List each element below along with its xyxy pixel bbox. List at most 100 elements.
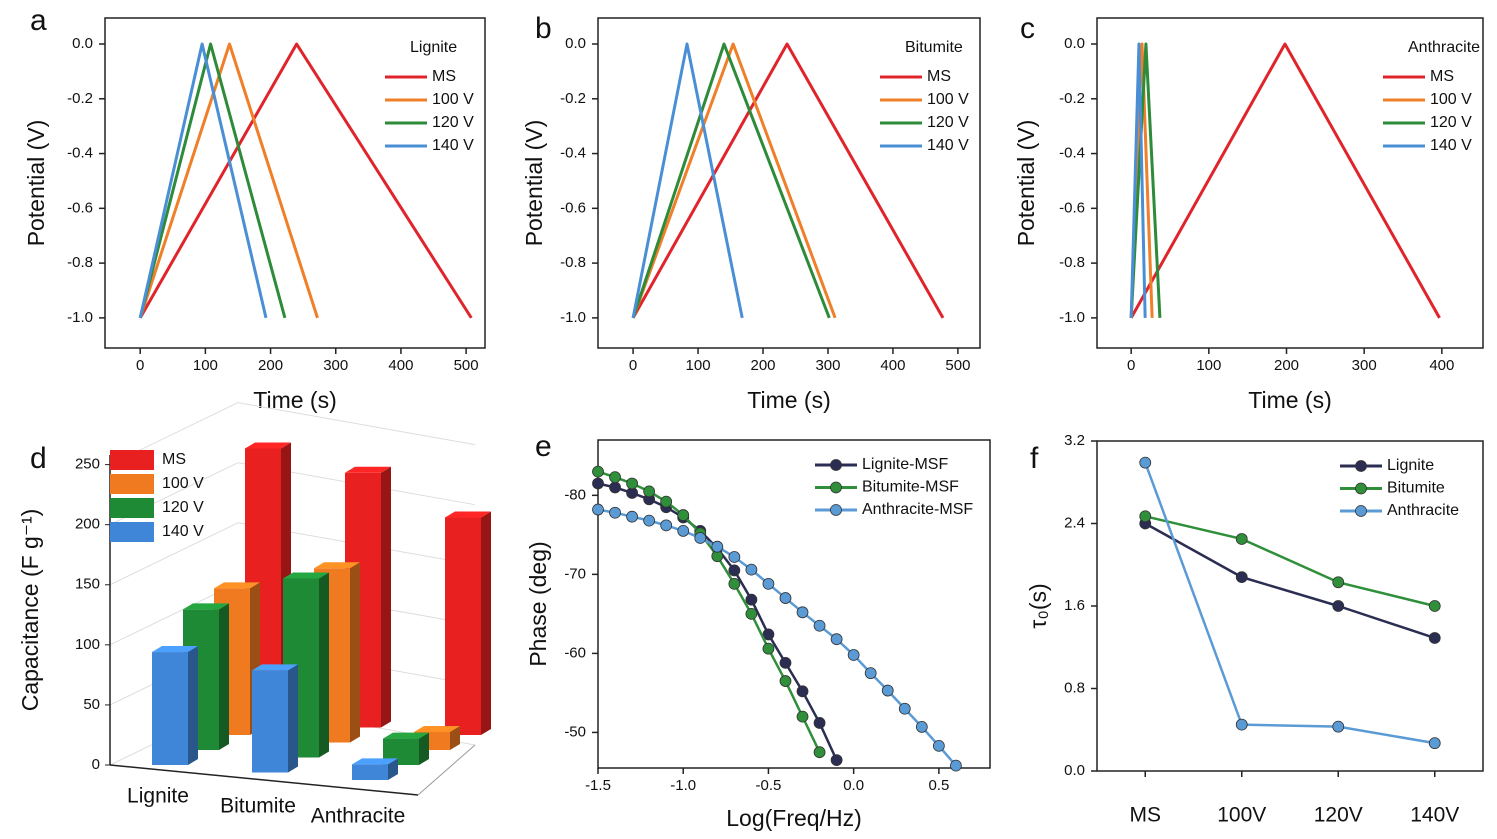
y-axis-label: Capacitance (F g⁻¹) [17, 509, 43, 712]
x-tick-label: -0.5 [756, 777, 782, 794]
legend-label: Bitumite-MSF [862, 479, 959, 496]
legend-label: 100 V [432, 91, 474, 108]
y-tick-label: -70 [564, 565, 586, 582]
series-marker [1428, 632, 1441, 644]
bar-side [288, 664, 298, 773]
series-marker [1235, 533, 1248, 545]
series-marker [609, 506, 621, 519]
y-tick-label: -0.6 [560, 199, 586, 216]
bar-side [381, 466, 391, 728]
series-marker [1428, 600, 1441, 612]
legend-marker [1355, 505, 1367, 517]
x-tick-label: 200 [750, 357, 775, 374]
series-marker [660, 495, 673, 508]
x-tick-label: MS [1130, 804, 1162, 827]
legend-label: 100 V [162, 475, 204, 492]
x-tick-label: 0 [1127, 357, 1135, 374]
series-line [1144, 462, 1435, 745]
y-tick-label: -60 [564, 644, 586, 661]
series-line [138, 42, 268, 319]
y-tick-label: -50 [564, 723, 586, 740]
x-tick-label: 200 [258, 357, 283, 374]
series-marker [813, 717, 826, 729]
series-marker [932, 739, 945, 752]
series-marker [694, 532, 707, 544]
y-tick-label: 250 [75, 456, 100, 473]
series-line [1144, 522, 1436, 640]
y-tick-label: -1.0 [560, 309, 586, 326]
series-marker [592, 503, 604, 516]
legend-marker [830, 481, 842, 494]
series-marker [643, 514, 656, 527]
y-tick-label: -0.6 [1059, 199, 1085, 216]
axis-line [417, 744, 476, 796]
plot-frame [597, 17, 981, 349]
y-tick-label: -0.8 [1059, 254, 1085, 271]
bar [152, 646, 198, 765]
series-marker [762, 577, 775, 590]
legend-label: 140 V [1430, 137, 1472, 154]
x-tick-label: 400 [880, 357, 905, 374]
y-tick-label: 0.0 [1064, 762, 1085, 779]
series-marker [643, 485, 656, 498]
bar-top [183, 603, 229, 610]
series-marker [626, 510, 638, 523]
x-tick-label: 120V [1314, 804, 1363, 827]
plot-frame [597, 439, 991, 769]
y-tick-label: 0.0 [72, 35, 93, 52]
y-tick-label: -80 [564, 486, 586, 503]
legend-marker [830, 459, 842, 471]
legend-label: MS [927, 68, 951, 85]
bar-side [319, 572, 329, 758]
x-tick-label: 400 [388, 357, 413, 374]
y-tick-label: -0.2 [67, 90, 93, 107]
x-tick-label: 100 [1196, 357, 1221, 374]
x-tick-label: Bitumite [220, 795, 296, 818]
bar-top [314, 562, 360, 569]
series-marker [609, 471, 621, 484]
y-tick-label: -1.0 [1059, 309, 1085, 326]
series-marker [915, 721, 928, 733]
bar-side [388, 758, 398, 780]
y-tick-label: -0.8 [67, 254, 93, 271]
series-marker [609, 481, 621, 494]
series-marker [677, 524, 690, 537]
legend-label: Anthracite [1387, 502, 1459, 519]
y-tick-label: 2.4 [1064, 514, 1085, 531]
bar-side [481, 511, 491, 735]
series-marker [779, 592, 792, 604]
series-marker [830, 754, 843, 766]
x-axis-label: Time (s) [747, 387, 830, 413]
legend-swatch [110, 522, 154, 542]
y-tick-label: 100 [75, 636, 100, 653]
plot-frame [1096, 17, 1484, 349]
series-line [631, 42, 945, 319]
y-tick-label: 0.0 [565, 35, 586, 52]
y-tick-label: -0.8 [560, 254, 586, 271]
x-tick-label: -1.5 [585, 777, 611, 794]
bar-front [352, 764, 388, 780]
bar-front [252, 670, 288, 773]
series-marker [762, 642, 775, 655]
panel-label: d [30, 442, 47, 475]
y-tick-label: 3.2 [1064, 432, 1085, 449]
bar-side [219, 603, 229, 750]
legend-label: MS [1430, 68, 1454, 85]
bar-top [252, 664, 298, 671]
legend-label: MS [432, 68, 456, 85]
x-axis-label: Log(Freq/Hz) [726, 805, 861, 831]
series-marker [660, 519, 673, 532]
series-marker [813, 619, 826, 632]
x-tick-label: 300 [323, 357, 348, 374]
legend-label: Bitumite [1387, 480, 1445, 497]
legend-label: 140 V [432, 137, 474, 154]
x-tick-label: 300 [815, 357, 840, 374]
x-tick-label: 400 [1429, 357, 1454, 374]
y-axis-label: Phase (deg) [525, 541, 551, 666]
series-marker [1139, 510, 1152, 523]
series-marker [847, 649, 860, 661]
legend-swatch [110, 474, 154, 494]
x-tick-label: Lignite [127, 785, 189, 808]
series-line [631, 42, 831, 319]
legend-swatch [110, 450, 154, 470]
